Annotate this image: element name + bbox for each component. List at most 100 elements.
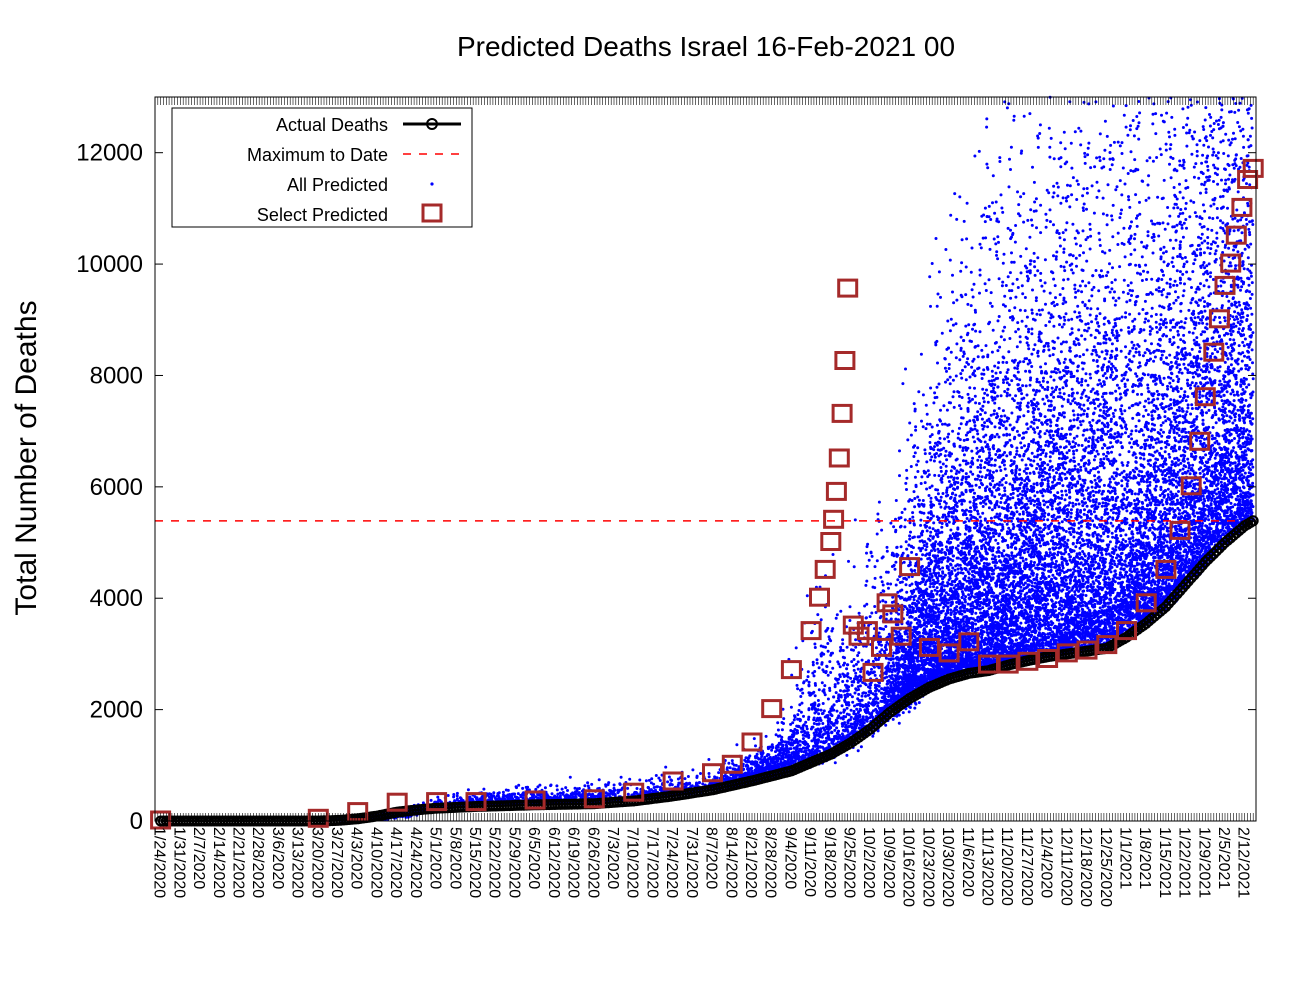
all-predicted-dot — [781, 755, 785, 759]
all-predicted-dot — [880, 627, 883, 631]
all-predicted-dot — [889, 684, 893, 688]
all-predicted-dot — [754, 756, 758, 760]
all-predicted-dot — [795, 683, 799, 687]
all-predicted-dot — [652, 782, 656, 786]
all-predicted-dot — [890, 670, 894, 674]
all-predicted-dot — [870, 611, 874, 615]
all-predicted-dot — [613, 793, 617, 796]
all-predicted-dot — [873, 693, 877, 697]
all-predicted-dot — [776, 757, 780, 761]
all-predicted-dot — [879, 575, 883, 579]
all-predicted-dot — [824, 739, 828, 743]
all-predicted-dot — [764, 734, 768, 738]
all-predicted-dot — [555, 788, 559, 792]
all-predicted-dot — [707, 775, 711, 779]
all-predicted-dot — [760, 753, 764, 757]
all-predicted-dot — [666, 780, 670, 784]
all-predicted-dot — [799, 710, 803, 714]
all-predicted-dot — [821, 722, 825, 725]
all-predicted-dot — [496, 792, 500, 795]
all-predicted-dot — [475, 796, 479, 800]
all-predicted-dot — [827, 635, 831, 639]
all-predicted-dot — [586, 784, 590, 788]
all-predicted-dot — [841, 680, 845, 683]
all-predicted-dot — [855, 677, 859, 681]
all-predicted-dot — [816, 613, 820, 617]
all-predicted-dot — [864, 694, 867, 698]
all-predicted-dot — [845, 667, 849, 671]
all-predicted-dot — [710, 782, 714, 785]
all-predicted-dot — [815, 722, 819, 726]
all-predicted-dot — [839, 694, 843, 697]
all-predicted-dot — [915, 463, 919, 467]
all-predicted-dot — [810, 707, 814, 711]
all-predicted-dot — [897, 721, 901, 725]
all-predicted-dot — [828, 637, 832, 641]
all-predicted-dot — [793, 715, 797, 719]
all-predicted-dot — [912, 402, 916, 406]
all-predicted-dot — [813, 694, 817, 698]
all-predicted-dot — [827, 731, 830, 735]
all-predicted-dot — [796, 756, 800, 760]
all-predicted-dot — [847, 559, 850, 563]
all-predicted-dot — [883, 676, 887, 680]
all-predicted-dot — [869, 691, 873, 695]
all-predicted-dot — [628, 777, 632, 781]
all-predicted-dot — [912, 455, 916, 458]
all-predicted-dot — [895, 552, 899, 556]
all-predicted-dot — [891, 657, 895, 661]
all-predicted-dot — [490, 793, 493, 797]
all-predicted-dot — [885, 612, 889, 616]
all-predicted-dot — [859, 745, 863, 749]
all-predicted-dot — [830, 714, 834, 718]
all-predicted-dot — [626, 792, 630, 796]
all-predicted-dot — [817, 738, 820, 742]
all-predicted-dot — [905, 488, 908, 491]
all-predicted-dot — [832, 695, 836, 699]
all-predicted-dot — [853, 518, 857, 522]
all-predicted-dot — [429, 798, 433, 802]
all-predicted-dot — [841, 642, 845, 646]
all-predicted-dot — [770, 743, 774, 747]
all-predicted-dot — [871, 734, 875, 738]
all-predicted-dot — [917, 701, 921, 705]
all-predicted-dot — [858, 684, 862, 688]
all-predicted-dot — [748, 767, 752, 771]
all-predicted-dot — [810, 739, 814, 743]
all-predicted-dot — [854, 674, 858, 678]
all-predicted-dot — [850, 660, 854, 664]
all-predicted-dot — [746, 767, 750, 771]
all-predicted-dot — [814, 719, 818, 723]
all-predicted-dot — [872, 709, 875, 713]
all-predicted-dot — [894, 583, 898, 587]
all-predicted-dot — [846, 725, 850, 729]
all-predicted-dot — [859, 678, 863, 682]
all-predicted-dot — [796, 725, 800, 729]
all-predicted-dot — [881, 555, 885, 559]
all-predicted-dot — [857, 651, 861, 655]
all-predicted-dot — [573, 786, 577, 790]
all-predicted-dot — [909, 465, 913, 468]
all-predicted-dot — [789, 755, 793, 759]
all-predicted-dot — [670, 779, 674, 782]
all-predicted-dot — [882, 589, 886, 593]
all-predicted-dot — [912, 588, 916, 592]
all-predicted-dot — [555, 784, 559, 788]
all-predicted-dot — [884, 723, 888, 727]
all-predicted-dot — [887, 695, 891, 698]
all-predicted-dot — [683, 777, 687, 781]
all-predicted-dot — [617, 789, 621, 793]
all-predicted-dot — [452, 795, 456, 799]
all-predicted-dot — [913, 444, 917, 448]
all-predicted-dot — [813, 670, 817, 673]
all-predicted-dot — [698, 781, 701, 785]
all-predicted-dot — [876, 697, 880, 701]
all-predicted-dot — [900, 511, 904, 514]
all-predicted-dot — [892, 525, 896, 529]
all-predicted-dot — [901, 382, 905, 386]
all-predicted-dot — [762, 759, 766, 763]
all-predicted-dot — [876, 512, 880, 516]
all-predicted-dot — [821, 645, 825, 649]
all-predicted-dot — [695, 774, 699, 778]
all-predicted-dot — [898, 474, 901, 478]
